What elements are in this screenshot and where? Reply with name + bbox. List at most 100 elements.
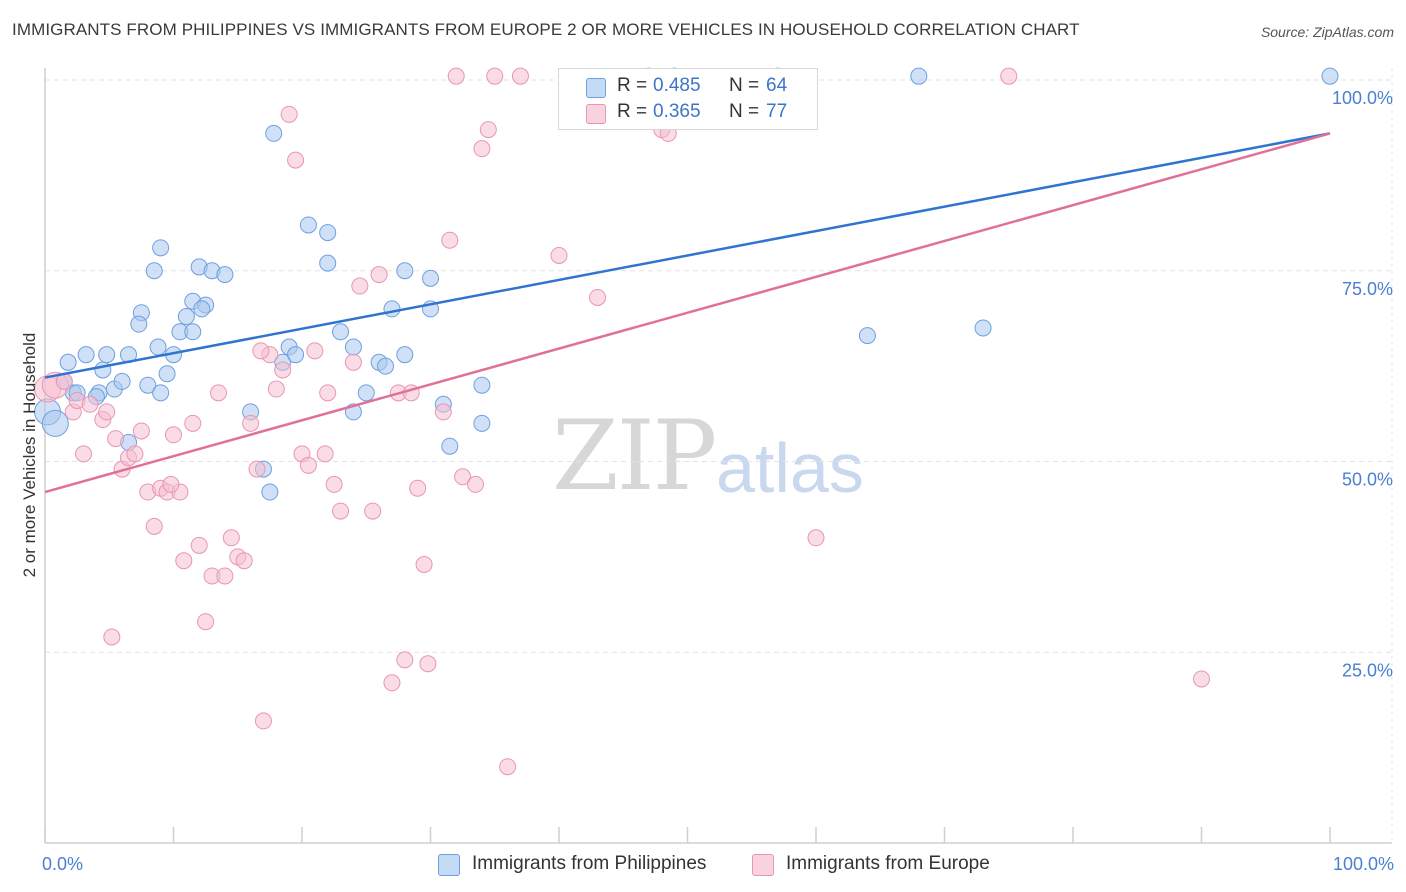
philippines-point — [193, 300, 211, 318]
europe-point — [415, 556, 433, 574]
watermark-zip: ZIP — [552, 400, 717, 512]
philippines-point — [377, 357, 395, 375]
europe-point — [344, 353, 362, 371]
y-tick-label-25: 25.0% — [1342, 660, 1393, 680]
legend-label-philippines: Immigrants from Philippines — [472, 853, 707, 874]
europe-point — [299, 456, 317, 474]
philippines-point — [265, 124, 283, 142]
philippines-point — [974, 319, 992, 337]
europe-point — [1193, 670, 1210, 688]
philippines-point — [332, 323, 350, 341]
philippines-point — [473, 414, 491, 432]
chart-title: IMMIGRANTS FROM PHILIPPINES VS IMMIGRANT… — [12, 20, 1080, 39]
philippines-point — [152, 239, 170, 257]
europe-point — [319, 384, 337, 402]
europe-point — [175, 552, 193, 570]
y-tick-label-50: 50.0% — [1342, 470, 1393, 490]
europe-point — [184, 414, 202, 432]
tick-labels: 25.0% 50.0% 75.0% 100.0% 0.0% 100.0% — [42, 88, 1394, 874]
europe-point — [254, 712, 272, 730]
europe-point — [248, 460, 266, 478]
y-tick-label-75: 75.0% — [1342, 279, 1393, 299]
philippines-point — [287, 346, 305, 364]
legend-swatch-philippines — [438, 854, 460, 876]
philippines-point — [396, 346, 414, 364]
legend-row-europe: R = 0.365 N = 77 — [559, 100, 817, 126]
source-label: Source: ZipAtlas.com — [1260, 24, 1394, 40]
x-tick-label-100: 100.0% — [1333, 854, 1394, 874]
philippines-point — [319, 254, 337, 272]
axes — [44, 68, 1392, 844]
europe-point — [364, 502, 382, 520]
legend-r-value: 0.485 — [653, 75, 701, 96]
europe-point — [306, 342, 324, 360]
europe-point — [132, 422, 150, 440]
philippines-point — [473, 376, 491, 394]
europe-point — [103, 628, 121, 646]
europe-point — [165, 426, 182, 444]
europe-point — [216, 567, 234, 585]
europe-point — [98, 403, 116, 421]
europe-point — [267, 380, 285, 398]
europe-point — [190, 536, 208, 554]
europe-point — [274, 361, 292, 379]
trend-lines — [44, 132, 1331, 494]
philippines-point — [152, 384, 170, 402]
legend-n-label: N = — [729, 101, 760, 122]
europe-point — [479, 121, 497, 139]
europe-point — [396, 651, 414, 669]
europe-point — [197, 613, 215, 631]
legend-r-value: 0.365 — [653, 101, 701, 122]
europe-point — [75, 445, 93, 463]
philippines-point — [158, 365, 176, 383]
europe-point — [466, 475, 484, 493]
philippines-point — [396, 262, 414, 280]
series-philippines-points — [34, 67, 1339, 501]
europe-point — [383, 674, 401, 692]
europe-point — [511, 67, 529, 85]
philippines-point — [858, 327, 876, 345]
europe-point — [1000, 67, 1018, 85]
philippines-point — [344, 338, 362, 356]
x-tick-label-0: 0.0% — [42, 854, 83, 874]
series-europe-points — [34, 67, 1210, 776]
europe-point — [81, 395, 99, 413]
philippines-point — [441, 437, 459, 455]
europe-point — [419, 655, 437, 673]
philippines-point — [130, 315, 148, 333]
y-tick-label-100: 100.0% — [1332, 88, 1393, 108]
europe-point — [252, 342, 270, 360]
europe-point — [486, 67, 504, 85]
philippines-point — [383, 300, 401, 318]
europe-point — [209, 384, 227, 402]
philippines-point — [59, 353, 77, 371]
philippines-point — [319, 224, 337, 242]
legend-swatch-philippines — [586, 78, 606, 98]
europe-point — [325, 475, 343, 493]
legend-row-philippines: R = 0.485 N = 64 — [559, 74, 817, 100]
europe-point — [332, 502, 350, 520]
philippines-point — [357, 384, 375, 402]
europe-point — [434, 403, 452, 421]
philippines-point — [98, 346, 116, 364]
philippines-point — [149, 338, 167, 356]
series-legend: Immigrants from Philippines Immigrants f… — [0, 852, 1406, 878]
philippines-point — [177, 308, 195, 326]
europe-point — [589, 288, 607, 306]
philippines-point — [77, 346, 95, 364]
y-axis-label: 2 or more Vehicles in Household — [20, 333, 39, 578]
legend-n-value: 77 — [766, 101, 788, 122]
europe-point — [280, 105, 298, 123]
legend-r-label: R = — [617, 75, 648, 96]
europe-point — [473, 140, 491, 158]
legend-swatch-europe — [752, 854, 774, 876]
philippines-point — [422, 269, 439, 287]
europe-point — [107, 430, 125, 448]
europe-point — [454, 468, 472, 486]
philippines-point — [113, 372, 131, 390]
philippines-point — [1321, 67, 1339, 85]
europe-point — [287, 151, 305, 169]
philippines-point — [910, 67, 928, 85]
europe-point — [409, 479, 427, 497]
